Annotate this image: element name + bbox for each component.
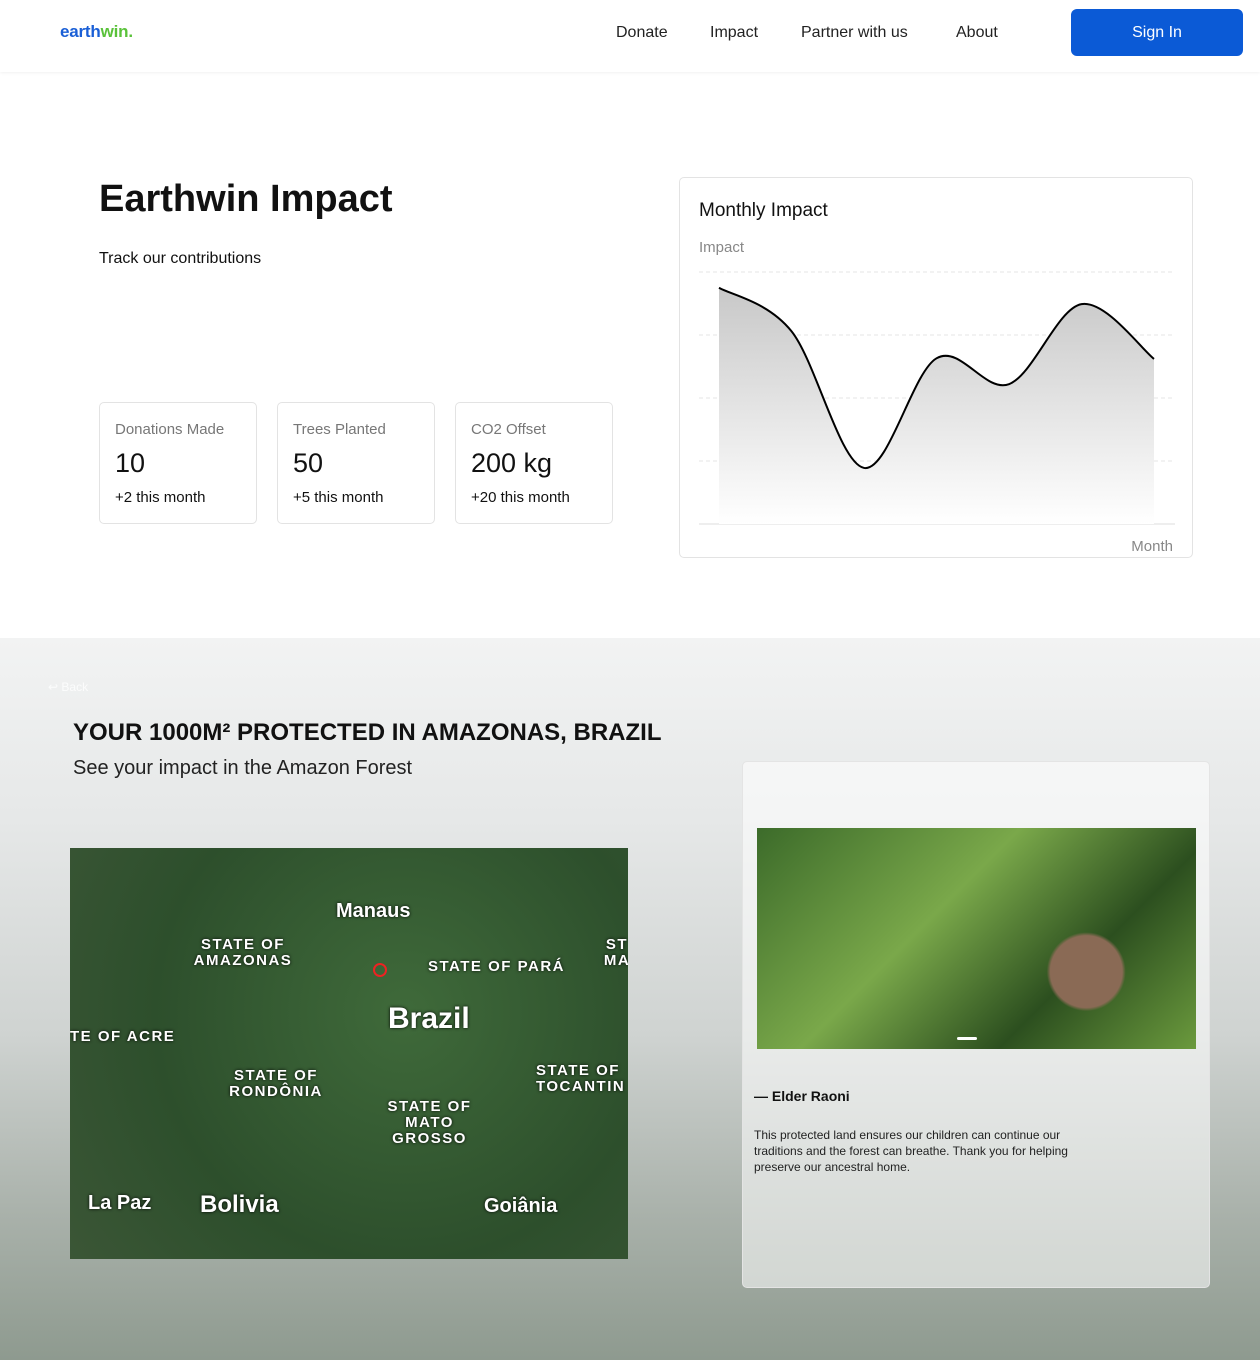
- stat-card-co2: CO2 Offset 200 kg +20 this month: [455, 402, 613, 524]
- chart-svg: [699, 271, 1175, 525]
- logo-text-a: earth: [60, 22, 101, 41]
- stat-delta: +5 this month: [293, 489, 384, 506]
- quote-author: — Elder Raoni: [754, 1088, 850, 1104]
- stat-label: Trees Planted: [293, 421, 386, 438]
- nav-partner[interactable]: Partner with us: [801, 24, 908, 41]
- map-label: STATE OF TOCANTIN: [536, 1062, 626, 1095]
- map-label: Goiânia: [484, 1195, 558, 1217]
- logo-dot: .: [128, 22, 133, 41]
- chart-x-label: Month: [1131, 538, 1173, 555]
- logo-text-b: win: [100, 22, 129, 41]
- back-label: Back: [61, 680, 89, 694]
- chart-y-label: Impact: [699, 239, 745, 256]
- map-label: STATE OF AMAZONAS: [193, 936, 293, 969]
- map-label: STATE OF RONDÔNIA: [229, 1067, 323, 1100]
- quote-text: This protected land ensures our children…: [754, 1128, 1068, 1174]
- nav-donate[interactable]: Donate: [616, 24, 668, 41]
- nav-about[interactable]: About: [956, 24, 998, 41]
- map-label: STATE OF PARÁ: [428, 958, 565, 975]
- stat-card-trees: Trees Planted 50 +5 this month: [277, 402, 435, 524]
- page-title: Earthwin Impact: [99, 178, 393, 220]
- stat-delta: +2 this month: [115, 489, 206, 506]
- logo[interactable]: earthwin.: [60, 22, 133, 42]
- location-pin-icon[interactable]: [373, 963, 387, 977]
- map-label: Bolivia: [200, 1191, 279, 1218]
- map-label: TE OF ACRE: [70, 1028, 176, 1045]
- elder-photo: [757, 828, 1196, 1049]
- sign-in-button[interactable]: Sign In: [1071, 9, 1243, 56]
- stat-value: 200 kg: [471, 448, 553, 478]
- stat-value: 50: [293, 448, 324, 478]
- back-link[interactable]: ↩ Back: [48, 680, 89, 694]
- stat-value: 10: [115, 448, 146, 478]
- page-subtitle: Track our contributions: [99, 250, 262, 267]
- map-label: Brazil: [388, 1002, 470, 1035]
- map-label: La Paz: [88, 1192, 152, 1214]
- chart-title: Monthly Impact: [699, 200, 828, 221]
- top-nav: earthwin. Donate Impact Partner with us …: [0, 0, 1260, 72]
- map-label: ST MA: [603, 936, 628, 969]
- map-label: STATE OF MATO GROSSO: [387, 1098, 472, 1147]
- stat-label: Donations Made: [115, 421, 225, 438]
- map-label: Manaus: [336, 900, 411, 922]
- stat-label: CO2 Offset: [471, 421, 546, 438]
- series-area: [719, 287, 1154, 524]
- satellite-map[interactable]: Manaus STATE OF AMAZONAS STATE OF PARÁ S…: [70, 848, 628, 1259]
- monthly-impact-chart-card: Monthly Impact Impact Month: [679, 177, 1193, 558]
- section-subtitle: See your impact in the Amazon Forest: [73, 757, 413, 779]
- carousel-indicator[interactable]: [957, 1037, 977, 1040]
- series-line: [718, 286, 1155, 469]
- section-title: YOUR 1000M² PROTECTED IN AMAZONAS, BRAZI…: [73, 719, 662, 746]
- stat-card-donations: Donations Made 10 +2 this month: [99, 402, 257, 524]
- testimonial-card: — Elder Raoni This protected land ensure…: [742, 761, 1210, 1288]
- stat-delta: +20 this month: [471, 489, 570, 506]
- nav-impact[interactable]: Impact: [710, 24, 759, 41]
